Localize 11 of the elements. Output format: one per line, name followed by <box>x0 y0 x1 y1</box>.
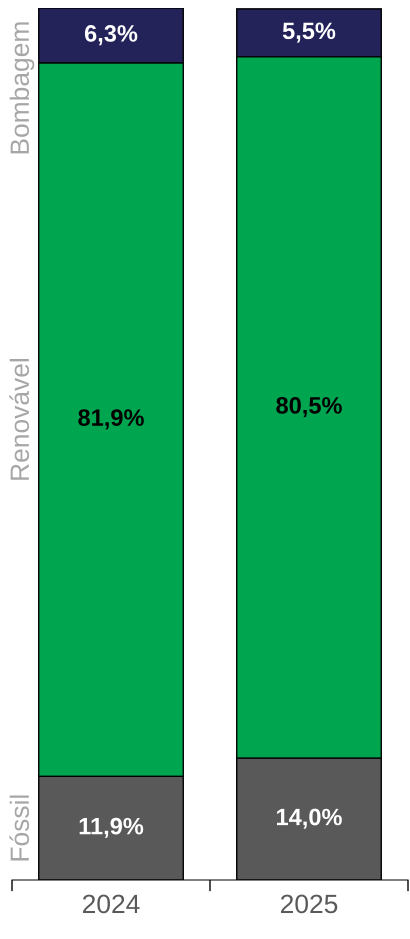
x-tick-label: 2025 <box>280 894 338 914</box>
data-label: 14,0% <box>277 808 342 829</box>
data-label: 81,9% <box>78 409 144 430</box>
text: Fóssil <box>9 795 30 860</box>
x-tick-label: 2024 <box>82 894 140 914</box>
data-label: 80,5% <box>276 397 342 418</box>
text: Renovável <box>9 359 30 480</box>
data-label: 5,5% <box>282 22 336 43</box>
text: Bombagem <box>10 22 34 154</box>
data-label: 6,3% <box>84 25 138 46</box>
data-label: 11,9% <box>80 818 144 838</box>
